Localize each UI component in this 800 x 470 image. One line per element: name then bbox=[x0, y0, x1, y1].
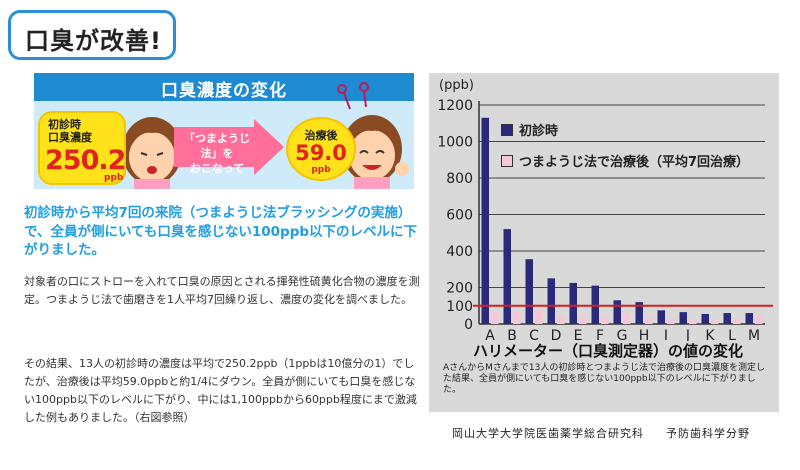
legend-after-label: つまようじ法で治療後（平均7回治療） bbox=[519, 155, 750, 170]
before-unit: ppb bbox=[104, 173, 124, 183]
legend-after: つまようじ法で治療後（平均7回治療） bbox=[501, 151, 749, 170]
y-tick-label-1000: 1000 bbox=[437, 135, 473, 151]
after-value: 59.0 bbox=[295, 141, 347, 165]
chart-subtitle: ハリメーター（口臭測定器）の値の変化 bbox=[473, 342, 744, 360]
chart-panel: (ppb) 0 100 200 400 600 800 1000 1200 A B C D E F G H I J… bbox=[429, 73, 779, 412]
legend-swatch-after bbox=[501, 155, 513, 167]
bar-before-A bbox=[481, 117, 489, 325]
concentration-banner: 口臭濃度の変化 初診時 bbox=[34, 73, 414, 189]
y-tick-label-400: 400 bbox=[446, 244, 473, 260]
bar-before-G bbox=[613, 300, 621, 324]
bar-after-H bbox=[645, 317, 653, 324]
bar-after-F bbox=[601, 317, 609, 324]
bar-before-H bbox=[635, 302, 643, 324]
after-label: 治療後 bbox=[304, 129, 338, 142]
x-tick-label-H: H bbox=[639, 328, 650, 341]
after-unit: ppb bbox=[311, 165, 331, 175]
banner-illustration bbox=[122, 82, 409, 189]
y-tick-label-0: 0 bbox=[464, 317, 473, 333]
banner-title: 口臭濃度の変化 bbox=[161, 81, 287, 101]
after-concentration-card: 治療後 59.0 ppb bbox=[286, 117, 356, 181]
chart-note: AさんからMさんまで13人の初診時とつまようじ法で治療後の口臭濃度を測定した結果… bbox=[443, 363, 766, 395]
x-tick-label-F: F bbox=[596, 328, 604, 341]
x-tick-label-G: G bbox=[617, 328, 628, 341]
before-value: 250.2 bbox=[45, 145, 126, 176]
bar-after-J bbox=[689, 319, 697, 324]
bar-after-L bbox=[733, 318, 741, 324]
credit-institution: 岡山大学大学院医歯薬学総合研究科 bbox=[452, 427, 644, 440]
y-tick-label-800: 800 bbox=[446, 171, 473, 187]
heading-box: 口臭が改善! bbox=[8, 10, 176, 60]
x-tick-label-J: J bbox=[685, 328, 690, 341]
page-heading: 口臭が改善! bbox=[25, 27, 162, 55]
bar-before-L bbox=[723, 313, 731, 324]
happy-woman-icon bbox=[337, 82, 409, 189]
bar-before-E bbox=[569, 282, 577, 324]
bar-before-J bbox=[679, 312, 687, 324]
credit-department: 予防歯科学分野 bbox=[666, 427, 750, 440]
x-tick-label-E: E bbox=[574, 328, 583, 341]
x-tick-label-M: M bbox=[748, 328, 760, 341]
bar-after-M bbox=[755, 315, 763, 324]
bar-before-D bbox=[547, 278, 555, 324]
x-tick-label-I: I bbox=[664, 328, 668, 341]
method-paragraph: 対象者の口にストローを入れて口臭の原因とされる揮発性硫黄化合物の濃度を測定。つま… bbox=[24, 275, 420, 306]
result-paragraph: その結果、13人の初診時の濃度は平均で250.2ppb（1ppbは10億分の1）… bbox=[24, 357, 417, 424]
bar-after-I bbox=[667, 318, 675, 324]
legend-swatch-before bbox=[501, 124, 513, 136]
source-credit: 岡山大学大学院医歯薬学総合研究科 予防歯科学分野 bbox=[452, 425, 750, 441]
bar-after-E bbox=[579, 316, 587, 324]
y-axis-unit: (ppb) bbox=[439, 78, 474, 93]
bar-after-B bbox=[513, 311, 521, 324]
bar-before-K bbox=[701, 313, 709, 324]
y-tick-label-600: 600 bbox=[446, 208, 473, 224]
arrow-body bbox=[174, 127, 254, 167]
bar-before-I bbox=[657, 310, 665, 324]
legend-before: 初診時 bbox=[501, 120, 558, 139]
legend-before-label: 初診時 bbox=[519, 124, 559, 139]
halimeter-bar-chart: (ppb) 0 100 200 400 600 800 1000 1200 A B C D E F G H I J… bbox=[437, 78, 773, 341]
bar-after-G bbox=[623, 313, 631, 324]
x-tick-label-D: D bbox=[551, 328, 562, 341]
arrow-text: 「つまようじ法」を おこなって bbox=[176, 131, 258, 176]
bar-before-C bbox=[525, 259, 533, 324]
arrow-text-line2: おこなって bbox=[189, 162, 245, 175]
x-tick-label-B: B bbox=[507, 328, 517, 341]
arrow-right-icon bbox=[254, 119, 284, 175]
y-tick-label-200: 200 bbox=[446, 281, 473, 297]
banner-strip bbox=[34, 73, 414, 101]
bar-after-C bbox=[535, 309, 543, 324]
unhappy-woman-icon bbox=[122, 117, 182, 189]
lead-text: 初診時から平均7回の来院（つまようじ法ブラッシングの実施）で、全員が側にいても口… bbox=[24, 205, 418, 258]
bar-after-A bbox=[491, 311, 499, 324]
before-label-line1: 初診時 bbox=[48, 118, 81, 131]
y-tick-label-100: 100 bbox=[446, 299, 473, 315]
bar-before-M bbox=[745, 313, 753, 324]
before-label: 初診時 口臭濃度 bbox=[48, 118, 92, 144]
bar-after-K bbox=[711, 320, 719, 324]
before-label-line2: 口臭濃度 bbox=[48, 131, 92, 144]
x-tick-label-K: K bbox=[705, 328, 715, 341]
bar-after-D bbox=[557, 315, 565, 324]
x-tick-label-L: L bbox=[728, 328, 736, 341]
bar-before-B bbox=[503, 229, 511, 324]
arrow-text-line1: 「つまようじ法」を bbox=[184, 132, 250, 160]
x-tick-label-C: C bbox=[529, 328, 539, 341]
before-concentration-card: 初診時 口臭濃度 250.2 ppb bbox=[38, 111, 126, 185]
y-tick-label-1200: 1200 bbox=[437, 98, 473, 114]
x-tick-label-A: A bbox=[485, 328, 495, 341]
